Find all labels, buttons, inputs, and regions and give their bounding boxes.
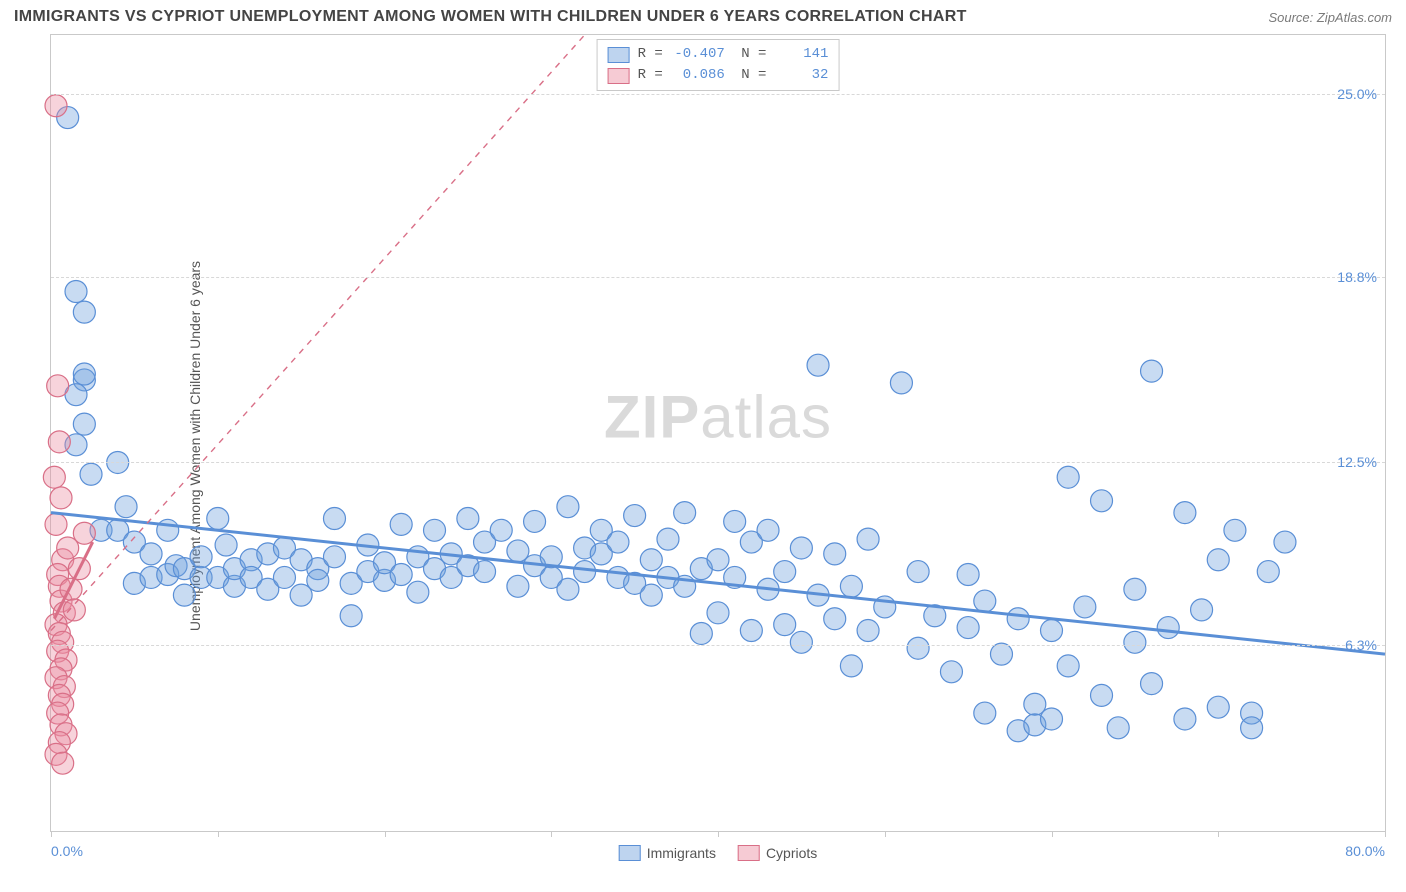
correlation-legend: R =-0.407 N =141 R =0.086 N =32 (597, 39, 840, 91)
swatch-immigrants (608, 47, 630, 63)
legend-item-cypriots: Cypriots (738, 845, 817, 861)
legend-label-immigrants: Immigrants (647, 845, 716, 861)
x-axis-min: 0.0% (51, 843, 83, 859)
y-tick-label: 25.0% (1337, 86, 1377, 102)
source-label: Source: ZipAtlas.com (1268, 10, 1392, 25)
legend-row-cypriots: R =0.086 N =32 (608, 65, 829, 86)
y-tick-label: 18.8% (1337, 269, 1377, 285)
legend-label-cypriots: Cypriots (766, 845, 817, 861)
plot-area: ZIPatlas R =-0.407 N =141 R =0.086 N =32… (50, 34, 1386, 832)
swatch-immigrants-icon (619, 845, 641, 861)
scatter-svg (51, 35, 1385, 831)
y-tick-label: 12.5% (1337, 454, 1377, 470)
chart-title: IMMIGRANTS VS CYPRIOT UNEMPLOYMENT AMONG… (14, 8, 967, 26)
series-legend: Immigrants Cypriots (619, 845, 818, 861)
legend-item-immigrants: Immigrants (619, 845, 716, 861)
legend-row-immigrants: R =-0.407 N =141 (608, 44, 829, 65)
swatch-cypriots (608, 68, 630, 84)
y-tick-label: 6.3% (1345, 637, 1377, 653)
swatch-cypriots-icon (738, 845, 760, 861)
x-axis-max: 80.0% (1345, 843, 1385, 859)
